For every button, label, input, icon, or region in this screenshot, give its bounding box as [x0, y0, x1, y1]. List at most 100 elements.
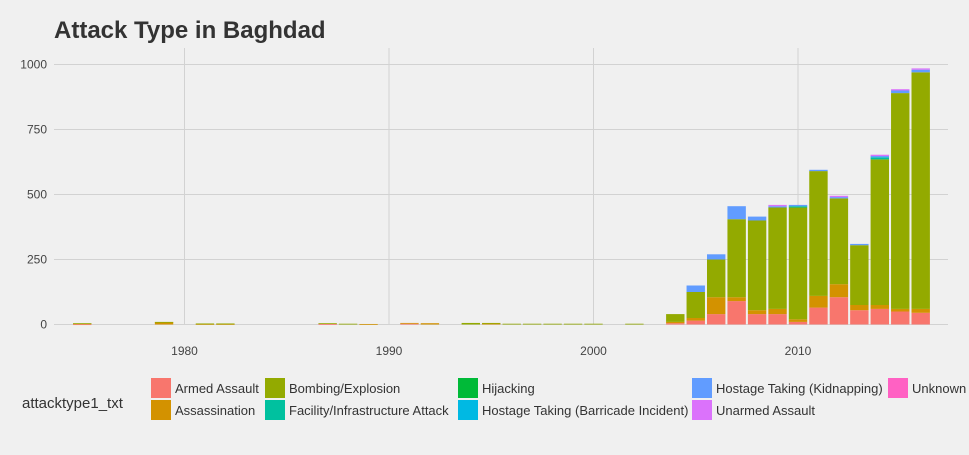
bar-segment [911, 69, 930, 73]
bar-segment [73, 323, 92, 324]
bar-segment [73, 324, 92, 326]
bar-segment [870, 157, 890, 160]
bar-segment [788, 206, 808, 208]
bar-segment [809, 171, 828, 296]
bar-segment [686, 318, 705, 321]
bar-segment [768, 308, 787, 315]
bar-segment [502, 323, 521, 325]
legend: attacktype1_txt Armed Assault Assassinati… [22, 378, 966, 420]
bar-segment [788, 319, 808, 322]
bar-segment [359, 323, 378, 325]
bar-segment [420, 323, 440, 325]
bar-segment [911, 308, 930, 313]
legend-key [458, 378, 478, 398]
bar-segment [747, 220, 767, 311]
bar-segment [727, 206, 746, 220]
bar-segment [891, 90, 910, 94]
legend-label: Unarmed Assault [716, 403, 815, 418]
bar-segment [706, 254, 726, 260]
bar-segment [891, 311, 910, 325]
legend-title: attacktype1_txt [22, 395, 124, 412]
bar-segment [809, 295, 828, 308]
legend-label: Bombing/Explosion [289, 381, 400, 396]
legend-key [888, 378, 908, 398]
bar-segment [891, 93, 910, 309]
bar-segment [747, 314, 767, 325]
bar-segment [216, 323, 235, 325]
bar-segment [870, 154, 890, 157]
bar-segment [584, 323, 603, 325]
bar-segment [870, 159, 890, 305]
bar-segment [829, 198, 849, 285]
legend-key [265, 400, 285, 420]
bar-segment [461, 322, 481, 325]
bar-segment [727, 301, 746, 325]
y-tick-label: 1000 [20, 58, 47, 72]
legend-key [692, 378, 712, 398]
y-tick-label: 0 [40, 318, 47, 332]
y-tick-label: 750 [27, 123, 47, 137]
legend-label: Facility/Infrastructure Attack [289, 403, 449, 418]
bar-segment [891, 89, 910, 91]
bar-segment [788, 321, 808, 325]
bar-segment [788, 204, 808, 207]
legend-label: Hijacking [482, 381, 535, 396]
bar-segment [338, 323, 358, 325]
bar-segment [911, 72, 930, 309]
bar-segment [706, 314, 726, 325]
legend-label: Hostage Taking (Kidnapping) [716, 381, 883, 396]
bar-segment [850, 245, 869, 305]
bar-segment [666, 323, 685, 325]
bar-segment [768, 204, 787, 207]
bar-segment [154, 322, 174, 325]
x-tick-label: 2000 [580, 344, 607, 358]
bar-segment [809, 307, 828, 325]
legend-key [151, 378, 171, 398]
legend-key [692, 400, 712, 420]
bar-segment [400, 322, 419, 324]
bar-segment [216, 323, 235, 325]
bar-segment [829, 195, 849, 198]
bar-segment [727, 297, 746, 302]
chart-title: Attack Type in Baghdad [54, 17, 326, 44]
bar-segment [727, 219, 746, 298]
bar-segment [318, 323, 337, 324]
bar-segment [870, 156, 890, 158]
axes: 0 250 500 750 1000 1980 1990 2000 2010 [20, 58, 811, 359]
x-tick-label: 2010 [785, 344, 812, 358]
bar-segment [686, 320, 705, 325]
bar-segment [870, 305, 890, 309]
legend-key [265, 378, 285, 398]
legend-key [151, 400, 171, 420]
bar-segment [768, 206, 787, 208]
bar-segment [870, 308, 890, 325]
bar-segment [706, 259, 726, 298]
legend-label: Assassination [175, 403, 255, 418]
bar-segment [911, 312, 930, 325]
bar-segment [482, 322, 501, 324]
y-tick-label: 250 [27, 253, 47, 267]
bar-segment [747, 216, 767, 221]
bar-segment [666, 314, 685, 322]
bar-segment [706, 297, 726, 315]
bar-segment [666, 321, 685, 324]
bar-segment [195, 323, 215, 325]
bar-segment [318, 323, 337, 325]
y-tick-label: 500 [27, 188, 47, 202]
bar-segment [625, 323, 644, 325]
x-tick-label: 1990 [376, 344, 403, 358]
bars [73, 68, 930, 326]
bar-segment [850, 305, 869, 311]
bar-segment [829, 197, 849, 199]
bar-segment [482, 323, 501, 325]
legend-key [458, 400, 478, 420]
bar-segment [400, 323, 419, 325]
bar-segment [154, 321, 174, 323]
bar-segment [195, 323, 215, 325]
bar-segment [768, 207, 787, 309]
bar-segment [850, 243, 869, 246]
bar-segment [768, 314, 787, 325]
bar-segment [522, 323, 542, 325]
